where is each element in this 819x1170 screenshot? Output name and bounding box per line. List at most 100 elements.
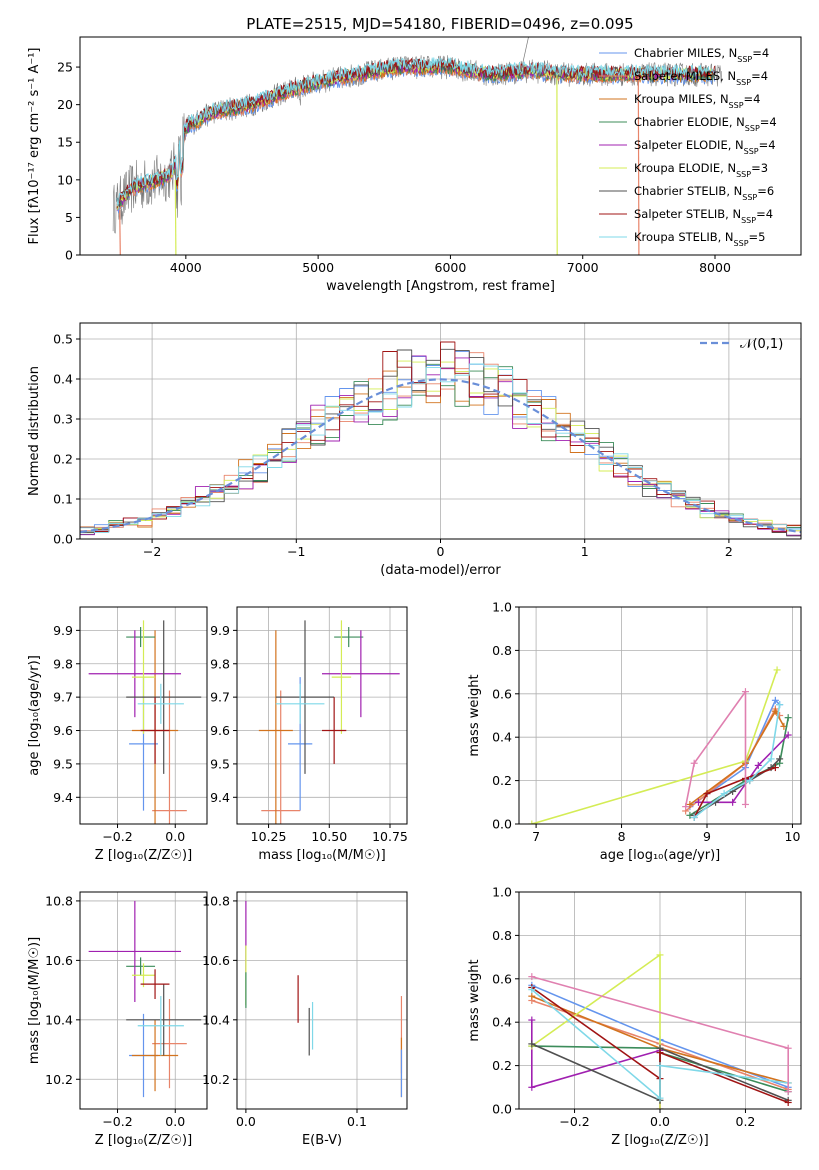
x-tick-label: 0.0 (650, 1114, 670, 1129)
errorbar-chabrier_stelib (275, 620, 335, 774)
y-tick-label: 0.2 (53, 452, 73, 467)
errorbar-kroupa_elodie (331, 620, 352, 734)
plot-area-mass_vs_ebv (245, 900, 403, 1098)
weight-line (689, 699, 781, 808)
axes-frame (79, 36, 802, 256)
model-spectrum-kroupa_elodie (116, 60, 715, 210)
y-tick-label: 0 (65, 248, 73, 263)
spectrum-legend: Chabrier MILES, NSSP=4 Salpeter MILES, NS… (599, 46, 777, 248)
errorbar-kroupa_elodie (131, 620, 156, 734)
x-axis-label: E(B-V) (302, 1133, 342, 1148)
errorbar-kroupa_stelib (137, 683, 184, 724)
axes-frame (518, 606, 802, 825)
errorbar-salpeter_miles (152, 999, 187, 1089)
y-tick-label: 0.0 (492, 1102, 512, 1117)
x-tick-label: 10.50 (311, 829, 347, 844)
legend-label-salpeter_stelib: Salpeter STELIB, NSSP=4 (634, 207, 773, 225)
x-tick-label: 0 (437, 544, 445, 559)
x-tick-label: 10 (785, 829, 801, 844)
x-tick-label: 10.75 (372, 829, 408, 844)
model-spectrum-kroupa_stelib (116, 57, 716, 207)
y-axis-label: Normed distribution (27, 366, 42, 496)
x-tick-label: −0.2 (102, 1114, 132, 1129)
x-tick-label: 7 (532, 829, 540, 844)
weight-series-salpeter_miles_extra (528, 973, 792, 1096)
weight-line (693, 758, 781, 816)
legend-label-chabrier_stelib: Chabrier STELIB, NSSP=6 (634, 184, 774, 202)
errorbar-salpeter_elodie (88, 630, 182, 718)
axes-frame (236, 891, 408, 1110)
x-tick-label: −1 (287, 544, 305, 559)
errorbar-kroupa_miles (258, 630, 293, 824)
y-tick-label: 0.8 (492, 928, 512, 943)
errorbar-salpeter_stelib (322, 697, 347, 764)
x-axis-label: Z [log₁₀(Z/Z☉)] (95, 1133, 192, 1148)
observed-spectrum (112, 55, 722, 234)
weight-line (531, 669, 778, 824)
y-tick-label: 0.4 (492, 730, 512, 745)
y-tick-label: 9.4 (210, 790, 230, 805)
panel-weight_vs_age: 7 8 9 10 0.0 0.2 0.4 0.6 0.8 1.0 age [log₁₀(age/yr… (467, 600, 802, 863)
weight-line (689, 710, 785, 806)
x-tick-label: 9 (703, 829, 711, 844)
y-tick-label: 0.0 (53, 532, 73, 547)
errorbar-salpeter_stelib (140, 969, 170, 1000)
x-tick-label: 2 (725, 544, 733, 559)
y-tick-label: 0.3 (53, 412, 73, 427)
y-tick-label: 0.6 (492, 686, 512, 701)
spectrum-spike (521, 37, 529, 68)
legend-label-chabrier_miles: Chabrier MILES, NSSP=4 (634, 46, 769, 64)
legend-label-kroupa_stelib: Kroupa STELIB, NSSP=5 (634, 230, 765, 248)
y-tick-label: 10.6 (45, 953, 73, 968)
x-tick-label: 0.0 (165, 829, 185, 844)
errorbar-chabrier_stelib (126, 620, 202, 774)
x-axis-label: mass [log₁₀(M/M☉)] (258, 848, 385, 863)
y-axis-label: age [log₁₀(age/yr)] (27, 655, 42, 776)
weight-line (693, 766, 776, 818)
y-axis-label: mass weight (467, 674, 482, 756)
errorbar-kroupa_stelib (137, 996, 184, 1056)
weight-series-kroupa_elodie (528, 666, 781, 824)
x-axis-label: Z [log₁₀(Z/Z☉)] (95, 848, 192, 863)
panel-mass_vs_ebv: 0.0 0.1 10.2 10.4 10.6 10.8 E(B-V) (202, 891, 408, 1148)
model-spectrum-salpeter_elodie (116, 60, 716, 211)
legend-label-chabrier_elodie: Chabrier ELODIE, NSSP=4 (634, 115, 777, 133)
plot-area-age_vs_Z (88, 620, 202, 824)
spectrum-edge (174, 179, 177, 255)
errorbar-salpeter_elodie (322, 630, 400, 718)
y-tick-label: 9.8 (53, 656, 73, 671)
x-tick-label: −0.2 (559, 1114, 589, 1129)
normal-reference-curve (80, 378, 801, 534)
y-tick-label: 10 (57, 172, 73, 187)
weight-series-kroupa_miles (686, 707, 788, 808)
y-tick-label: 1.0 (492, 885, 512, 900)
y-tick-label: 10.8 (202, 893, 230, 908)
x-tick-label: 8000 (699, 260, 731, 275)
panel-weight_vs_Z: −0.2 0.0 0.2 0.0 0.2 0.4 0.6 0.8 1.0 Z [log₁₀(Z/Z… (467, 885, 802, 1148)
y-tick-label: 15 (57, 135, 73, 150)
panel-age_vs_mass: 10.25 10.50 10.75 9.4 9.5 9.6 9.7 9.8 9.9 mass [l… (210, 606, 408, 863)
x-tick-label: 10.25 (251, 829, 287, 844)
y-tick-label: 0.2 (492, 1058, 512, 1073)
y-tick-label: 9.7 (53, 690, 73, 705)
errorbar-kroupa_elodie (131, 963, 156, 988)
spectrum-edge (637, 74, 640, 255)
y-tick-label: 9.8 (210, 656, 230, 671)
y-tick-label: 9.6 (210, 723, 230, 738)
y-tick-label: 0.8 (492, 643, 512, 658)
errorbar-kroupa_miles (131, 1019, 179, 1092)
x-tick-label: −0.2 (102, 829, 132, 844)
x-tick-label: 6000 (435, 260, 467, 275)
axes-frame (79, 606, 208, 825)
errorbar-salpeter_elodie (88, 900, 182, 1002)
x-tick-label: 0.0 (165, 1114, 185, 1129)
panel-spectrum: 4000 5000 6000 7000 8000 0 5 10 15 20 25 wavelength… (27, 36, 802, 294)
y-tick-label: 10.2 (202, 1072, 230, 1087)
y-tick-label: 25 (57, 60, 73, 75)
y-axis-label: mass [log₁₀(M/M☉)] (27, 937, 42, 1064)
weight-line (531, 988, 789, 1099)
errorbar-salpeter_miles (261, 690, 301, 824)
legend-label-salpeter_miles: Salpeter MILES, NSSP=4 (634, 69, 768, 87)
panel-mass_vs_Z: −0.2 0.0 10.2 10.4 10.6 10.8 Z [log₁₀(Z/Z☉)] ma… (27, 891, 208, 1148)
